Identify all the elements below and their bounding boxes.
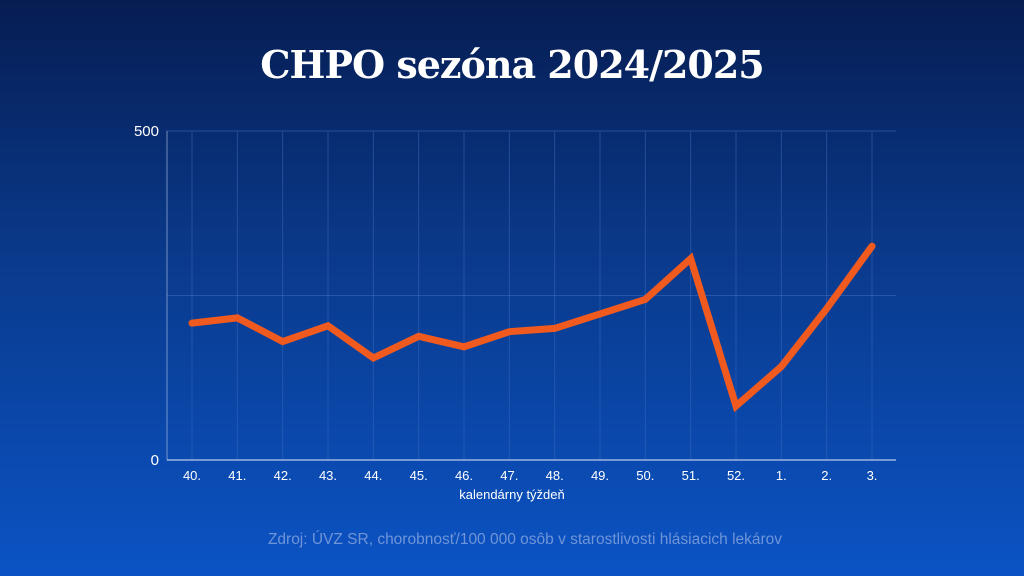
y-tick-labels: 0 500 (134, 123, 159, 469)
x-tick-label: 46. (455, 468, 473, 483)
x-tick-label: 44. (364, 468, 382, 483)
x-tick-label: 1. (776, 468, 787, 483)
x-tick-label: 43. (319, 468, 337, 483)
x-tick-label: 52. (727, 468, 745, 483)
series-group (188, 242, 876, 413)
y-tick-label: 500 (134, 123, 159, 140)
gridlines (167, 130, 896, 460)
x-tick-label: 49. (591, 468, 609, 483)
data-point (554, 327, 556, 329)
x-tick-label: 47. (500, 468, 518, 483)
data-point (418, 335, 420, 337)
chart-title: CHPO sezóna 2024/2025 (260, 42, 764, 87)
x-tick-label: 48. (546, 468, 564, 483)
data-point (735, 405, 737, 407)
axes (166, 131, 896, 461)
data-point (780, 366, 782, 368)
x-tick-label: 40. (183, 468, 201, 483)
data-point (236, 317, 238, 319)
data-point (191, 322, 193, 324)
x-tick-label: 50. (636, 468, 654, 483)
y-tick-label: 0 (151, 452, 159, 469)
x-axis-label: kalendárny týždeň (459, 487, 565, 502)
data-point (644, 298, 646, 300)
x-tick-label: 45. (410, 468, 428, 483)
data-point (508, 331, 510, 333)
data-point (599, 313, 601, 315)
x-tick-label: 2. (821, 468, 832, 483)
source-note: Zdroj: ÚVZ SR, chorobnosť/100 000 osôb v… (267, 531, 783, 548)
x-tick-label: 41. (228, 468, 246, 483)
data-point (282, 341, 284, 343)
data-point (871, 245, 873, 247)
data-point (463, 346, 465, 348)
series-line (188, 242, 876, 413)
x-tick-label: 3. (867, 468, 878, 483)
data-point (327, 325, 329, 327)
x-tick-label: 42. (274, 468, 292, 483)
x-tick-labels: 40. 41. 42. 43. 44. 45. 46. 47. 48. 49. 50. 51. 52. 1… (183, 468, 877, 483)
data-point (690, 258, 692, 260)
x-tick-label: 51. (682, 468, 700, 483)
data-point (372, 357, 374, 359)
data-point (826, 308, 828, 310)
